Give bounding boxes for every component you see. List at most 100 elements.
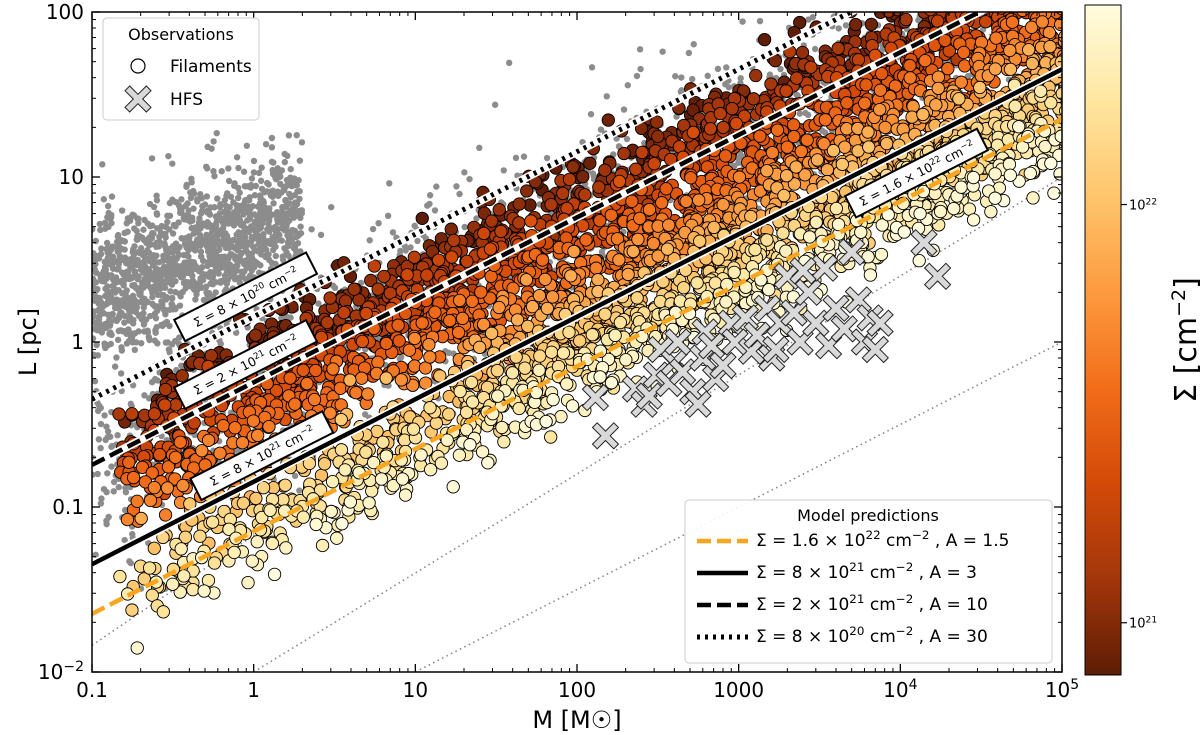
grey-point [169,196,176,203]
filament-point [840,96,854,110]
grey-point [690,41,697,48]
grey-point [191,225,198,232]
grey-point [122,291,129,298]
grey-point [196,215,203,222]
grey-point [160,263,168,270]
grey-point [259,213,266,220]
grey-point [187,269,194,277]
filament-point [445,250,459,264]
grey-point [129,249,136,256]
grey-point [168,341,176,348]
filament-point [875,67,889,81]
grey-point [250,157,258,165]
grey-point [384,212,392,220]
grey-point [297,223,304,230]
grey-point [273,237,281,244]
grey-point [129,292,137,299]
grey-point [108,463,115,470]
grey-point [723,64,730,71]
grey-point [389,229,397,236]
grey-point [151,375,159,383]
grey-point [126,262,133,269]
grey-point [148,285,155,293]
grey-point [281,150,288,158]
grey-point [202,283,210,290]
filament-point [248,328,263,342]
filament-point [625,194,639,208]
grey-point [294,239,302,247]
grey-point [209,250,217,258]
grey-point [93,341,100,349]
grey-point [230,199,237,206]
grey-point [115,264,122,272]
grey-point [233,154,241,161]
grey-point [148,155,156,162]
grey-point [105,513,112,521]
grey-point [120,296,127,304]
grey-point [123,340,131,347]
grey-point [965,3,971,9]
grey-point [243,142,251,149]
filament-point [749,68,763,83]
grey-point [431,207,439,214]
grey-point [295,177,302,184]
grey-point [201,235,209,243]
filament-point [566,160,580,174]
grey-point [112,289,119,296]
filament-point [703,122,718,136]
grey-point [227,251,234,258]
grey-point [197,242,204,249]
grey-point [255,246,262,254]
reference-line [92,12,1025,647]
grey-point [203,193,211,200]
filament-point [512,216,526,230]
grey-point [274,219,282,226]
grey-point [101,269,108,276]
filament-point [849,17,863,32]
grey-point [150,276,157,283]
grey-point [211,204,218,211]
filament-point [924,12,937,17]
grey-point [151,337,159,344]
grey-point [981,0,987,1]
grey-point [597,126,605,133]
grey-point [131,225,138,232]
grey-point [237,256,244,264]
grey-point [95,402,103,409]
grey-point [99,161,106,168]
grey-point [168,280,176,288]
grey-point [426,200,433,208]
grey-point [140,226,147,233]
filament-point [1059,0,1071,10]
grey-point [119,255,126,262]
grey-point [873,1,879,7]
grey-point [124,228,131,235]
grey-point [113,238,121,246]
filament-point [431,253,446,267]
grey-point [146,234,153,242]
grey-point [296,487,303,494]
grey-point [198,194,206,202]
grey-point [294,188,301,195]
filament-point [126,470,141,485]
filament-point [355,334,370,349]
grey-point [292,247,300,254]
filament-point [377,269,391,284]
grey-point [258,185,266,193]
grey-point [880,2,886,8]
grey-point [140,258,148,266]
filament-point [899,12,913,27]
grey-point [190,205,197,212]
filament-point [347,282,361,296]
grey-point [107,329,114,336]
grey-point [137,311,145,319]
grey-point [735,159,742,167]
grey-point [114,301,122,309]
filament-point [415,316,429,330]
grey-point [96,220,104,228]
grey-point [92,226,96,233]
grey-point [111,363,119,370]
grey-point [971,0,977,2]
reference-line [414,341,1062,672]
grey-point [1047,0,1053,3]
